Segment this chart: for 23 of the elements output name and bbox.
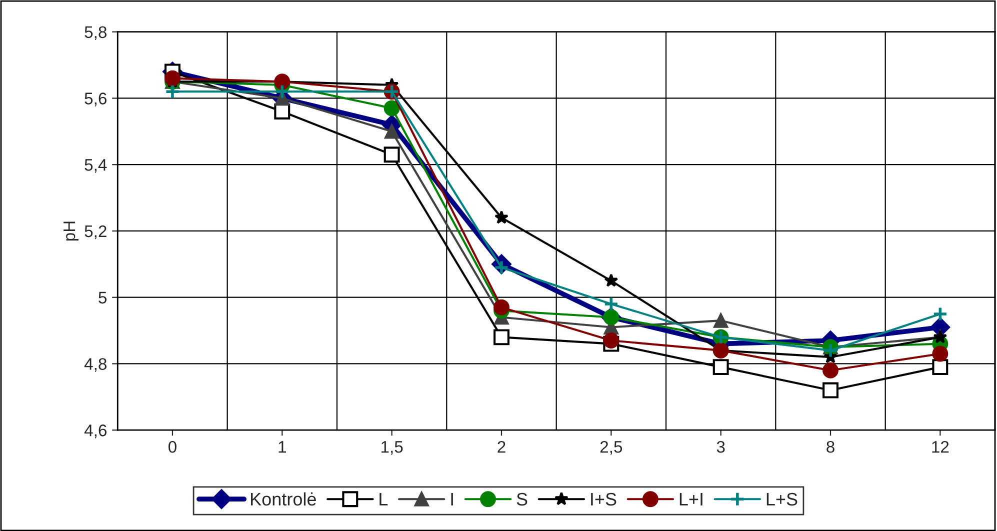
legend-label: I — [451, 493, 453, 506]
legend-label: Kontrolė — [251, 492, 316, 506]
x-tick-label: 3 — [716, 440, 725, 453]
y-tick-label: 5,4 — [84, 159, 107, 173]
x-tick-label: 8 — [826, 440, 834, 453]
legend-label: L+I — [680, 493, 702, 506]
x-tick-label: 1 — [278, 441, 286, 453]
y-tick-label: 5,2 — [84, 225, 106, 240]
y-axis-title: pH — [64, 222, 79, 241]
x-tick-label: 2 — [498, 440, 506, 453]
y-tick-label: 4,8 — [84, 358, 107, 372]
x-tick-label: 12 — [932, 440, 949, 453]
x-tick-label: 1,5 — [382, 441, 403, 455]
legend-label: I+S — [591, 492, 616, 506]
x-tick-label: 0 — [168, 440, 176, 453]
y-tick-label: 5 — [98, 292, 107, 304]
y-tick-label: 4,6 — [84, 424, 106, 438]
x-tick-label: 2,5 — [600, 440, 622, 455]
legend-label: S — [516, 492, 528, 506]
legend-label: L+S — [766, 492, 798, 506]
y-tick-label: 5,6 — [84, 92, 106, 106]
y-tick-label: 5,8 — [84, 26, 107, 40]
legend-label: L — [380, 493, 388, 506]
